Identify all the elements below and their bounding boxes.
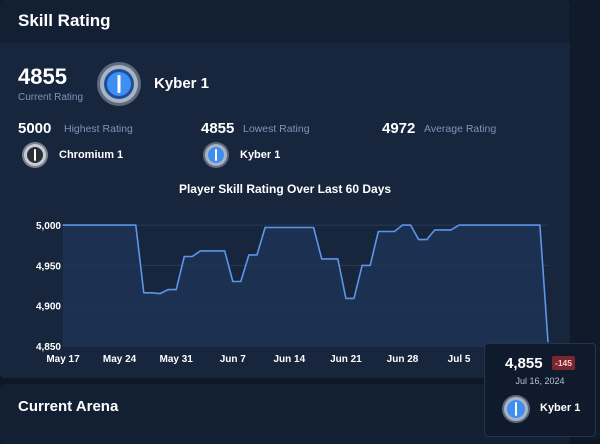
chart-tooltip: 4,855 -145 Jul 16, 2024 Kyber 1 [484,343,596,437]
data-point [401,224,404,226]
data-point [458,224,460,226]
kyber-rank-icon [203,142,229,168]
kyber-rank-icon [502,395,530,423]
data-point [361,264,363,266]
data-point [377,230,379,233]
x-tick-label: Jun 14 [273,354,305,365]
panel-header: Skill Rating [0,0,570,43]
x-tick-label: Jun 7 [220,354,247,365]
highest-rating-value: 5000 [18,120,52,137]
lowest-rating-label: Lowest Rating [243,123,310,135]
chromium-rank-icon [22,142,48,168]
data-point [409,224,412,226]
data-point [135,224,137,226]
data-point [143,292,145,294]
current-rating-label: Current Rating [18,92,84,103]
tooltip-rating: 4,855 [505,355,543,372]
data-point [418,238,420,241]
rating-line [63,224,549,343]
highest-rating-label: Highest Rating [64,123,133,135]
data-point [256,254,258,256]
data-point [167,288,169,291]
lowest-rank-name: Kyber 1 [240,149,281,161]
y-tick-label: 5,000 [36,221,61,232]
rating-area-fill [63,225,548,346]
skill-rating-panel: Skill Rating 4855 Current Rating Kyber 1… [0,0,570,378]
x-tick-label: Jun 21 [330,354,362,365]
data-point [539,224,541,226]
data-point [369,264,371,266]
x-tick-label: May 17 [46,354,80,365]
data-point [450,229,452,231]
current-rank-name: Kyber 1 [154,75,210,92]
average-rating-value: 4972 [382,120,416,137]
data-point [248,254,250,256]
x-tick-label: Jun 28 [387,354,419,365]
data-point [199,250,202,252]
y-tick-label: 4,950 [36,261,61,272]
data-point [547,341,549,343]
current-rating-value: 4855 [18,64,67,89]
data-point [434,229,436,231]
panel-title: Skill Rating [18,11,111,30]
data-point [175,288,177,291]
data-point [393,230,396,233]
x-tick-label: Jul 5 [448,354,471,365]
chart-title: Player Skill Rating Over Last 60 Days [178,182,392,196]
data-point [62,224,64,226]
data-point [337,258,339,260]
x-tick-label: May 24 [103,354,137,365]
data-point [353,297,355,300]
x-tick-label: May 31 [159,354,193,365]
y-tick-label: 4,900 [36,302,61,313]
kyber-rank-icon [97,62,141,106]
data-point [312,226,315,229]
data-point [159,292,161,295]
data-point [183,255,185,258]
tooltip-rank: Kyber 1 [540,402,581,414]
data-point [345,297,347,300]
data-point [224,250,226,252]
data-point [321,258,323,260]
data-point [151,292,153,294]
data-point [232,280,234,283]
data-point [264,226,266,229]
average-rating-label: Average Rating [424,123,497,135]
lowest-rating-value: 4855 [201,120,235,137]
highest-rank-name: Chromium 1 [59,149,124,161]
current-arena-section: Current Arena [0,384,570,444]
data-point [426,238,428,241]
data-point [240,280,242,283]
tooltip-date: Jul 16, 2024 [515,376,565,386]
arena-title: Current Arena [18,398,119,415]
y-tick-label: 4,850 [36,342,61,353]
tooltip-delta-badge: -145 [552,356,576,370]
data-point [191,255,193,258]
